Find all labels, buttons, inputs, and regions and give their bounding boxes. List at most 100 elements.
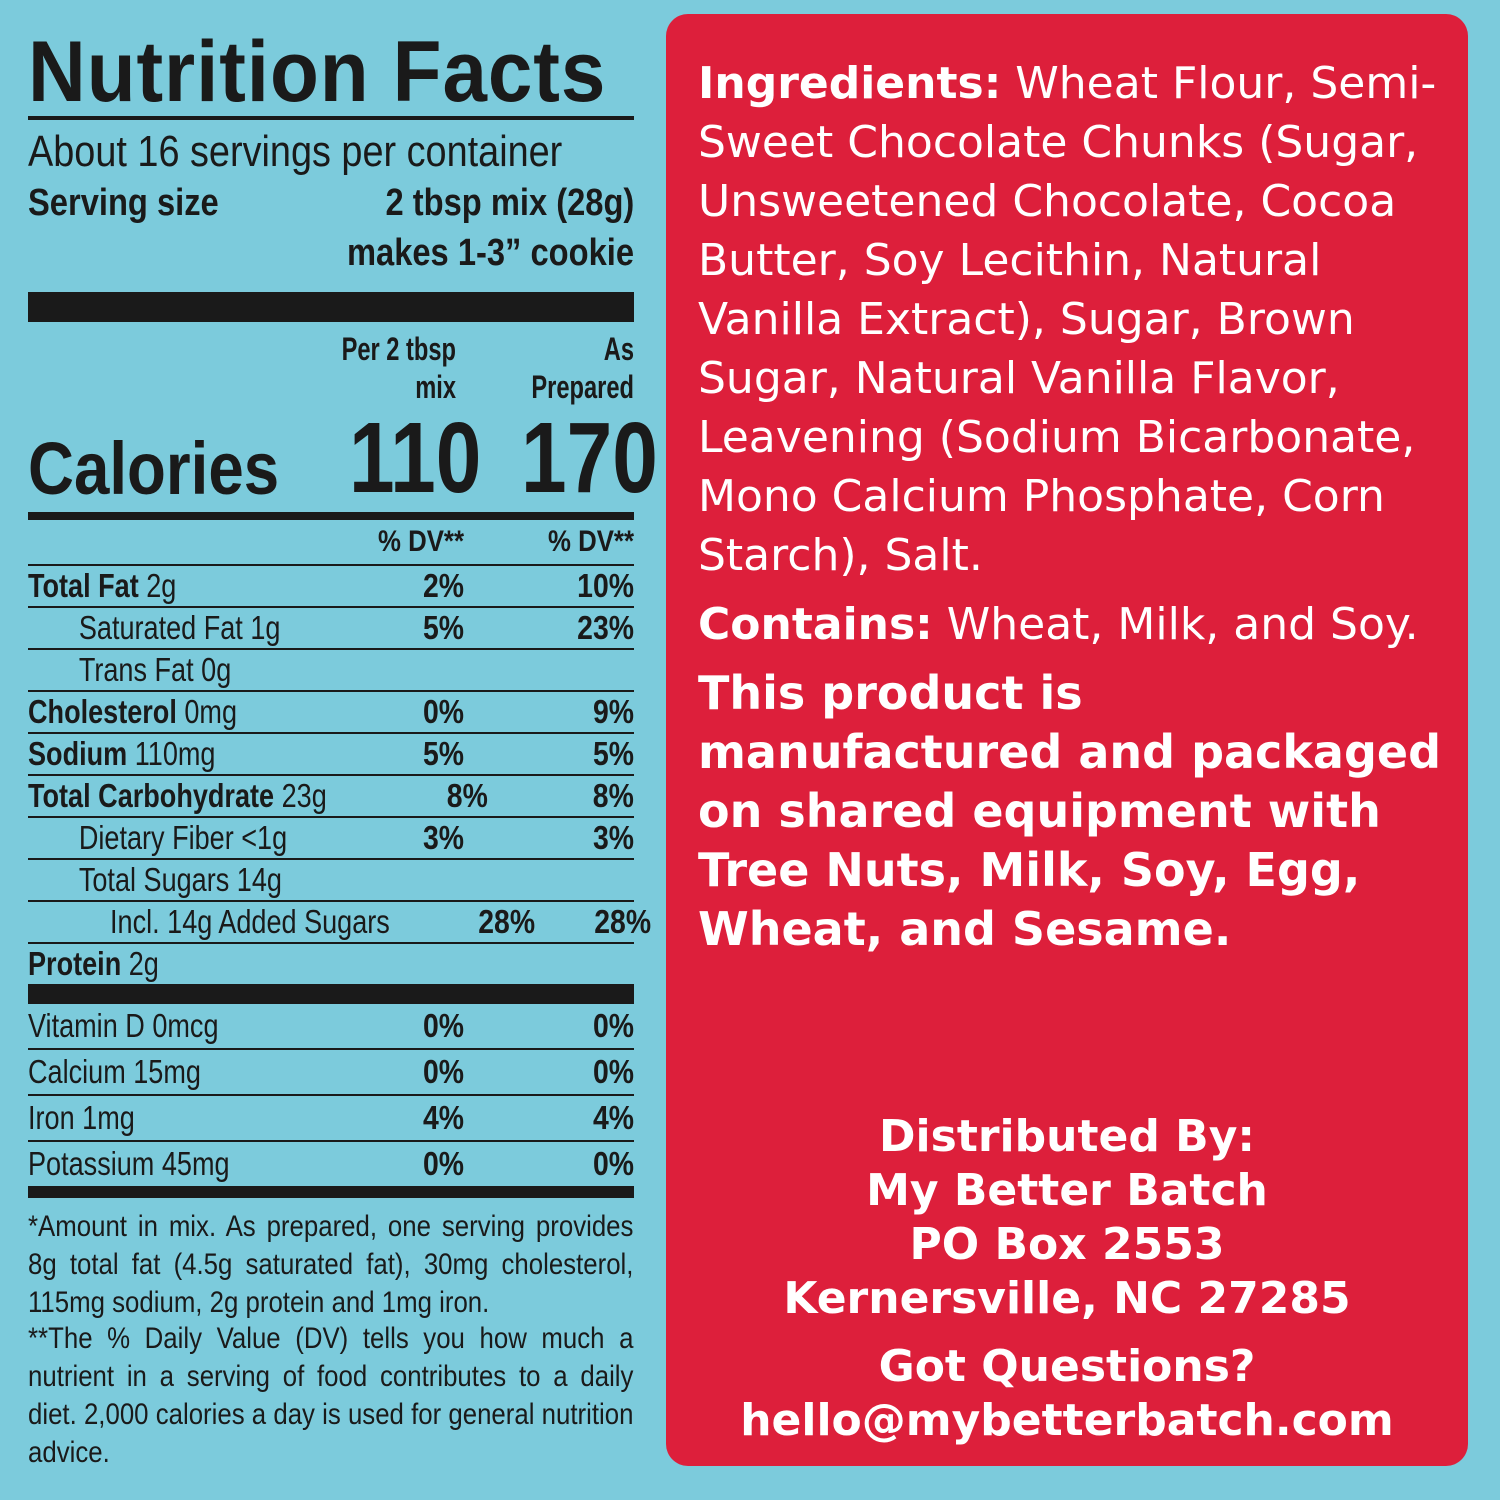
- dv-mix: 0%: [422, 1053, 464, 1090]
- column-head-mix: Per 2 tbsp mix: [198, 330, 456, 406]
- nutrient-row-protein: Protein 2g: [28, 942, 634, 984]
- vitamin-rows: Vitamin D 0mcg 0% 0% Calcium 15mg 0% 0% …: [28, 1004, 634, 1186]
- footnote-daily-value: **The % Daily Value (DV) tells you how m…: [28, 1322, 634, 1469]
- vitamin-name: Vitamin D 0mcg: [28, 1007, 219, 1044]
- contains-paragraph: Contains: Wheat, Milk, and Soy.: [698, 595, 1448, 654]
- nutrient-name: Sodium: [28, 735, 128, 772]
- vitamin-row-iron: Iron 1mg 4% 4%: [28, 1094, 634, 1140]
- dv-mix: 5%: [422, 609, 464, 646]
- calories-mix-value: 110: [349, 402, 482, 514]
- dv-mix: 0%: [422, 1145, 464, 1182]
- column-head-prepared: As Prepared: [514, 330, 634, 406]
- calories-prepared-value: 170: [521, 402, 659, 514]
- nutrient-amount: 23g: [274, 777, 327, 814]
- nutrient-amount: 2g: [138, 567, 177, 604]
- nutrient-row-sodium: Sodium 110mg 5% 5%: [28, 732, 634, 774]
- nutrient-row-total-sugars: Total Sugars 14g: [28, 858, 634, 900]
- servings-per-container: About 16 servings per container: [28, 127, 563, 176]
- dv-prepared: 0%: [592, 1053, 634, 1090]
- dv-prepared: 10%: [577, 567, 634, 604]
- nutrient-name: Trans Fat 0g: [78, 651, 232, 688]
- questions-heading: Got Questions?: [878, 1341, 1256, 1392]
- distributor-address-line1: PO Box 2553: [909, 1219, 1225, 1270]
- serving-size-makes: makes 1-3” cookie: [346, 232, 634, 274]
- nutrient-name: Saturated Fat 1g: [78, 609, 281, 646]
- nutrition-title: Nutrition Facts: [28, 24, 607, 120]
- dv-mix: 3%: [422, 819, 465, 856]
- dv-prepared: 23%: [577, 609, 634, 646]
- dv-mix: 0%: [422, 693, 464, 730]
- dv-prepared: 9%: [592, 693, 634, 730]
- serving-size-value: 2 tbsp mix (28g): [385, 182, 634, 224]
- dv-prepared: 4%: [592, 1099, 634, 1136]
- contains-text: Wheat, Milk, and Soy.: [932, 599, 1419, 650]
- column-head-mix-line2: mix: [415, 369, 456, 405]
- distributor-name: My Better Batch: [866, 1165, 1268, 1216]
- allergen-warning: This product is manufactured and package…: [698, 666, 1442, 956]
- divider: [28, 116, 634, 120]
- column-head-mix-line1: Per 2 tbsp: [341, 331, 456, 367]
- dv-header-mix: % DV**: [377, 525, 464, 558]
- nutrient-name: Incl. 14g Added Sugars: [110, 903, 390, 940]
- calories-label: Calories: [28, 427, 280, 510]
- dv-mix: 5%: [422, 735, 464, 772]
- dv-prepared: 0%: [592, 1007, 634, 1044]
- dv-prepared: 8%: [592, 777, 634, 814]
- vitamin-row-vitamin-d: Vitamin D 0mcg 0% 0%: [28, 1004, 634, 1048]
- distributor-block: Distributed By: My Better Batch PO Box 2…: [666, 1110, 1468, 1448]
- contact-email: hello@mybetterbatch.com: [740, 1395, 1394, 1446]
- spacer: [666, 1326, 1468, 1340]
- vitamin-name: Iron 1mg: [28, 1099, 135, 1136]
- contains-label: Contains:: [698, 599, 933, 650]
- nutrient-row-dietary-fiber: Dietary Fiber <1g 3% 3%: [28, 816, 634, 858]
- dv-header-prepared: % DV**: [547, 525, 634, 558]
- nutrient-name: Total Carbohydrate: [28, 777, 275, 814]
- vitamin-row-calcium: Calcium 15mg 0% 0%: [28, 1048, 634, 1094]
- ingredients-panel: Ingredients: Wheat Flour, Semi-Sweet Cho…: [666, 14, 1468, 1466]
- distributor-heading: Distributed By:: [879, 1111, 1255, 1162]
- nutrient-row-cholesterol: Cholesterol 0mg 0% 9%: [28, 690, 634, 732]
- dv-mix: 8%: [447, 777, 489, 814]
- nutrient-row-total-fat: Total Fat 2g 2% 10%: [28, 564, 634, 606]
- nutrient-amount: 0mg: [176, 693, 238, 730]
- ingredients-label: Ingredients:: [698, 58, 1002, 109]
- vitamin-name: Potassium 45mg: [28, 1145, 230, 1182]
- nutrient-amount: 2g: [121, 945, 159, 982]
- nutrient-row-added-sugars: Incl. 14g Added Sugars 28% 28%: [28, 900, 651, 942]
- calories-row: Calories 110 170: [28, 402, 658, 514]
- ingredients-content: Ingredients: Wheat Flour, Semi-Sweet Cho…: [698, 54, 1448, 959]
- dv-mix: 0%: [422, 1007, 464, 1044]
- dv-prepared: 5%: [592, 735, 634, 772]
- footnote-amount-in-mix: *Amount in mix. As prepared, one serving…: [28, 1210, 634, 1319]
- dv-mix: 4%: [422, 1099, 464, 1136]
- nutrient-row-saturated-fat: Saturated Fat 1g 5% 23%: [28, 606, 634, 648]
- vitamin-row-potassium: Potassium 45mg 0% 0%: [28, 1140, 634, 1186]
- dv-mix: 2%: [422, 567, 464, 604]
- ingredients-paragraph: Ingredients: Wheat Flour, Semi-Sweet Cho…: [698, 54, 1448, 585]
- nutrient-name: Dietary Fiber <1g: [78, 819, 288, 856]
- serving-size-label: Serving size: [28, 182, 219, 224]
- dv-prepared: 0%: [592, 1145, 634, 1182]
- nutrient-name: Total Sugars 14g: [78, 861, 282, 898]
- nutrient-name: Total Fat: [28, 567, 139, 604]
- nutrient-row-trans-fat: Trans Fat 0g: [28, 648, 634, 690]
- nutrition-facts-panel: Nutrition Facts About 16 servings per co…: [28, 24, 658, 1472]
- dv-prepared: 3%: [592, 819, 634, 856]
- divider-medium: [28, 512, 634, 520]
- column-head-prepared-line2: Prepared: [531, 369, 634, 405]
- divider-thick: [28, 292, 634, 322]
- vitamin-name: Calcium 15mg: [28, 1053, 201, 1090]
- dv-mix: 28%: [478, 903, 536, 940]
- dv-prepared: 28%: [594, 903, 652, 940]
- distributor-address-line2: Kernersville, NC 27285: [783, 1273, 1351, 1324]
- nutrient-name: Cholesterol: [28, 693, 177, 730]
- ingredients-text: Wheat Flour, Semi-Sweet Chocolate Chunks…: [698, 58, 1437, 581]
- nutrient-name: Protein: [28, 945, 122, 982]
- nutrient-amount: 110mg: [127, 735, 216, 772]
- divider-medium: [28, 1186, 634, 1198]
- dv-header-row: % DV** % DV**: [28, 520, 634, 564]
- divider-thick: [28, 984, 634, 1004]
- nutrient-row-total-carbohydrate: Total Carbohydrate 23g 8% 8%: [28, 774, 634, 816]
- serving-size-row: Serving size 2 tbsp mix (28g): [28, 178, 634, 228]
- column-head-prepared-line1: As: [603, 331, 634, 367]
